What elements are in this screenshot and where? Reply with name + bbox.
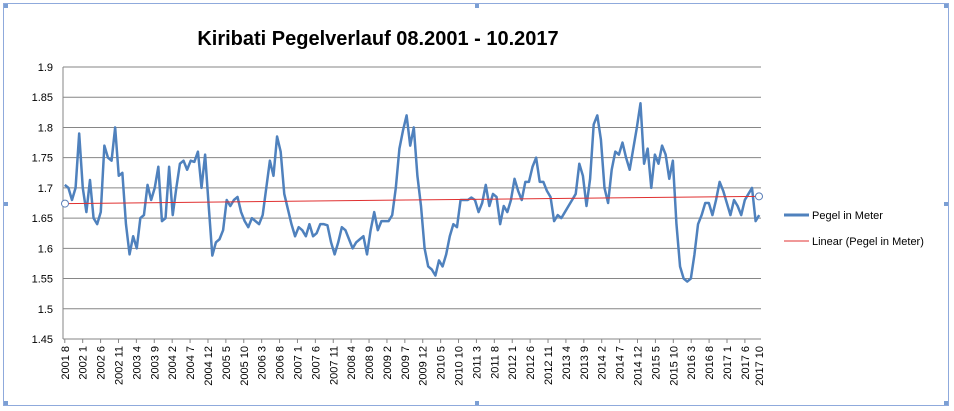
y-tick-label: 1.85	[32, 92, 53, 104]
x-tick-label: 2017 10	[754, 346, 766, 386]
series-line-linear-trend[interactable]	[64, 195, 760, 205]
trendline-handle-1[interactable]	[755, 192, 763, 201]
x-tick-label: 2009 12	[418, 346, 430, 386]
x-tick-label: 2014 2	[597, 346, 609, 380]
x-tick-label: 2017 6	[740, 346, 752, 380]
x-tick-label: 2002 6	[96, 346, 108, 380]
y-tick-label: 1.8	[38, 122, 53, 134]
y-tick-label: 1.45	[32, 334, 53, 346]
x-tick-label: 2009 7	[400, 346, 412, 380]
chart-svg: Kiribati Pegelverlauf 08.2001 - 10.2017 …	[32, 28, 924, 386]
x-tick-label: 2007 11	[328, 346, 340, 385]
y-tick-label: 1.75	[32, 153, 53, 165]
y-tick-label: 1.55	[32, 274, 53, 286]
x-tick-label: 2013 9	[579, 346, 591, 380]
legend-label-pegel: Pegel in Meter	[812, 210, 883, 222]
x-tick-label: 2007 1	[292, 346, 304, 380]
x-tick-label: 2016 8	[704, 346, 716, 380]
y-tick-label: 1.6	[38, 243, 53, 255]
series-line-pegel[interactable]	[63, 102, 761, 283]
resize-handle-bottom-right[interactable]	[944, 401, 948, 405]
y-tick-label: 1.5	[38, 304, 53, 316]
resize-handle-top[interactable]	[475, 4, 479, 8]
x-tick-label: 2008 9	[364, 346, 376, 380]
legend-label-linear: Linear (Pegel in Meter)	[812, 236, 924, 248]
x-tick-label: 2015 10	[668, 346, 680, 386]
x-tick-label: 2010 5	[436, 346, 448, 380]
resize-handle-right[interactable]	[944, 202, 948, 206]
x-tick-label: 2009 2	[382, 346, 394, 380]
x-axis-tick-labels: 2001 8 2002 1 2002 6 2002 11 2003 4 2003 9 200…	[60, 339, 766, 386]
x-tick-label: 2012 6	[525, 346, 537, 380]
x-tick-label: 2015 5	[650, 346, 662, 380]
x-tick-label: 2011 8	[489, 346, 501, 379]
y-axis-tick-labels: 1.45 1.5 1.55 1.6 1.65 1.7 1.75 1.8 1.85 1.9	[32, 62, 53, 346]
x-tick-label: 2017 1	[722, 346, 734, 380]
x-tick-label: 2010 10	[454, 346, 466, 386]
x-tick-label: 2014 7	[615, 346, 627, 380]
series-layer	[61, 102, 763, 283]
resize-handle-left[interactable]	[4, 202, 8, 206]
x-tick-label: 2001 8	[60, 346, 72, 380]
x-tick-label: 2003 9	[149, 346, 161, 380]
x-tick-label: 2013 4	[561, 346, 573, 380]
x-tick-label: 2006 3	[257, 346, 269, 380]
x-tick-label: 2004 7	[185, 346, 197, 380]
x-tick-label: 2003 4	[131, 346, 143, 380]
x-tick-label: 2004 2	[167, 346, 179, 380]
x-tick-label: 2008 4	[346, 346, 358, 380]
legend: Pegel in Meter Linear (Pegel in Meter)	[784, 210, 924, 248]
x-tick-label: 2012 1	[507, 346, 519, 380]
x-tick-label: 2016 3	[686, 346, 698, 380]
resize-handle-top-left[interactable]	[4, 4, 8, 8]
x-tick-label: 2012 11	[543, 346, 555, 385]
x-tick-label: 2005 5	[221, 346, 233, 380]
y-tick-label: 1.7	[38, 183, 53, 195]
x-tick-label: 2002 11	[113, 346, 125, 385]
y-tick-label: 1.65	[32, 213, 53, 225]
x-tick-label: 2004 12	[203, 346, 215, 386]
gridlines	[63, 66, 761, 340]
x-tick-label: 2002 1	[78, 346, 90, 380]
resize-handle-bottom[interactable]	[475, 401, 479, 405]
x-tick-label: 2011 3	[471, 346, 483, 379]
legend-entry-series: Pegel in Meter	[784, 210, 883, 222]
y-tick-label: 1.9	[38, 62, 53, 74]
resize-handle-top-right[interactable]	[944, 4, 948, 8]
chart-frame[interactable]: Kiribati Pegelverlauf 08.2001 - 10.2017 …	[3, 3, 949, 406]
legend-entry-trend: Linear (Pegel in Meter)	[784, 236, 924, 248]
x-tick-label: 2007 6	[310, 346, 322, 380]
trendline-handle-0[interactable]	[61, 199, 69, 208]
x-tick-label: 2005 10	[239, 346, 251, 386]
resize-handle-bottom-left[interactable]	[4, 401, 8, 405]
x-tick-label: 2014 12	[633, 346, 645, 386]
chart-title: Kiribati Pegelverlauf 08.2001 - 10.2017	[197, 28, 558, 50]
x-tick-label: 2006 8	[275, 346, 287, 380]
